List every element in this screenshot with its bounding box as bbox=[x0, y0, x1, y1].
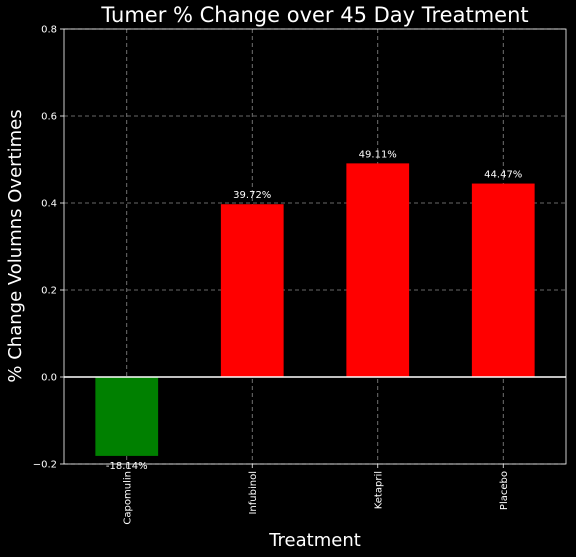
data-label: 49.11% bbox=[359, 149, 397, 160]
data-label: -18.14% bbox=[106, 461, 148, 472]
data-label: 44.47% bbox=[484, 170, 522, 181]
x-tick-label: Placebo bbox=[499, 471, 510, 510]
bar-ketapril bbox=[346, 163, 410, 377]
bars bbox=[95, 163, 535, 456]
y-tick-label: 0.0 bbox=[41, 373, 57, 384]
y-tick-label: 0.6 bbox=[41, 112, 57, 123]
y-axis-label: % Change Volumns Overtimes bbox=[5, 109, 26, 382]
x-axis-label: Treatment bbox=[268, 530, 361, 551]
data-label: 39.72% bbox=[233, 190, 271, 201]
y-tick-label: −0.2 bbox=[33, 460, 57, 471]
x-tick-label: Infubinol bbox=[248, 471, 259, 515]
bar-infubinol bbox=[220, 204, 284, 377]
x-ticks: Capomulin Infubinol Ketapril Placebo bbox=[122, 464, 510, 525]
y-ticks: −0.2 0.0 0.2 0.4 0.6 0.8 bbox=[33, 25, 64, 471]
y-tick-label: 0.4 bbox=[41, 199, 57, 210]
y-tick-label: 0.8 bbox=[41, 25, 57, 36]
bar-capomulin bbox=[95, 377, 159, 456]
bar-placebo bbox=[471, 183, 535, 377]
chart-title: Tumer % Change over 45 Day Treatment bbox=[100, 3, 528, 27]
plot-frame bbox=[63, 28, 567, 465]
x-tick-label: Capomulin bbox=[122, 471, 133, 525]
data-labels: -18.14% 39.72% 49.11% 44.47% bbox=[106, 149, 522, 472]
y-tick-label: 0.2 bbox=[41, 286, 57, 297]
x-tick-label: Ketapril bbox=[373, 471, 384, 509]
